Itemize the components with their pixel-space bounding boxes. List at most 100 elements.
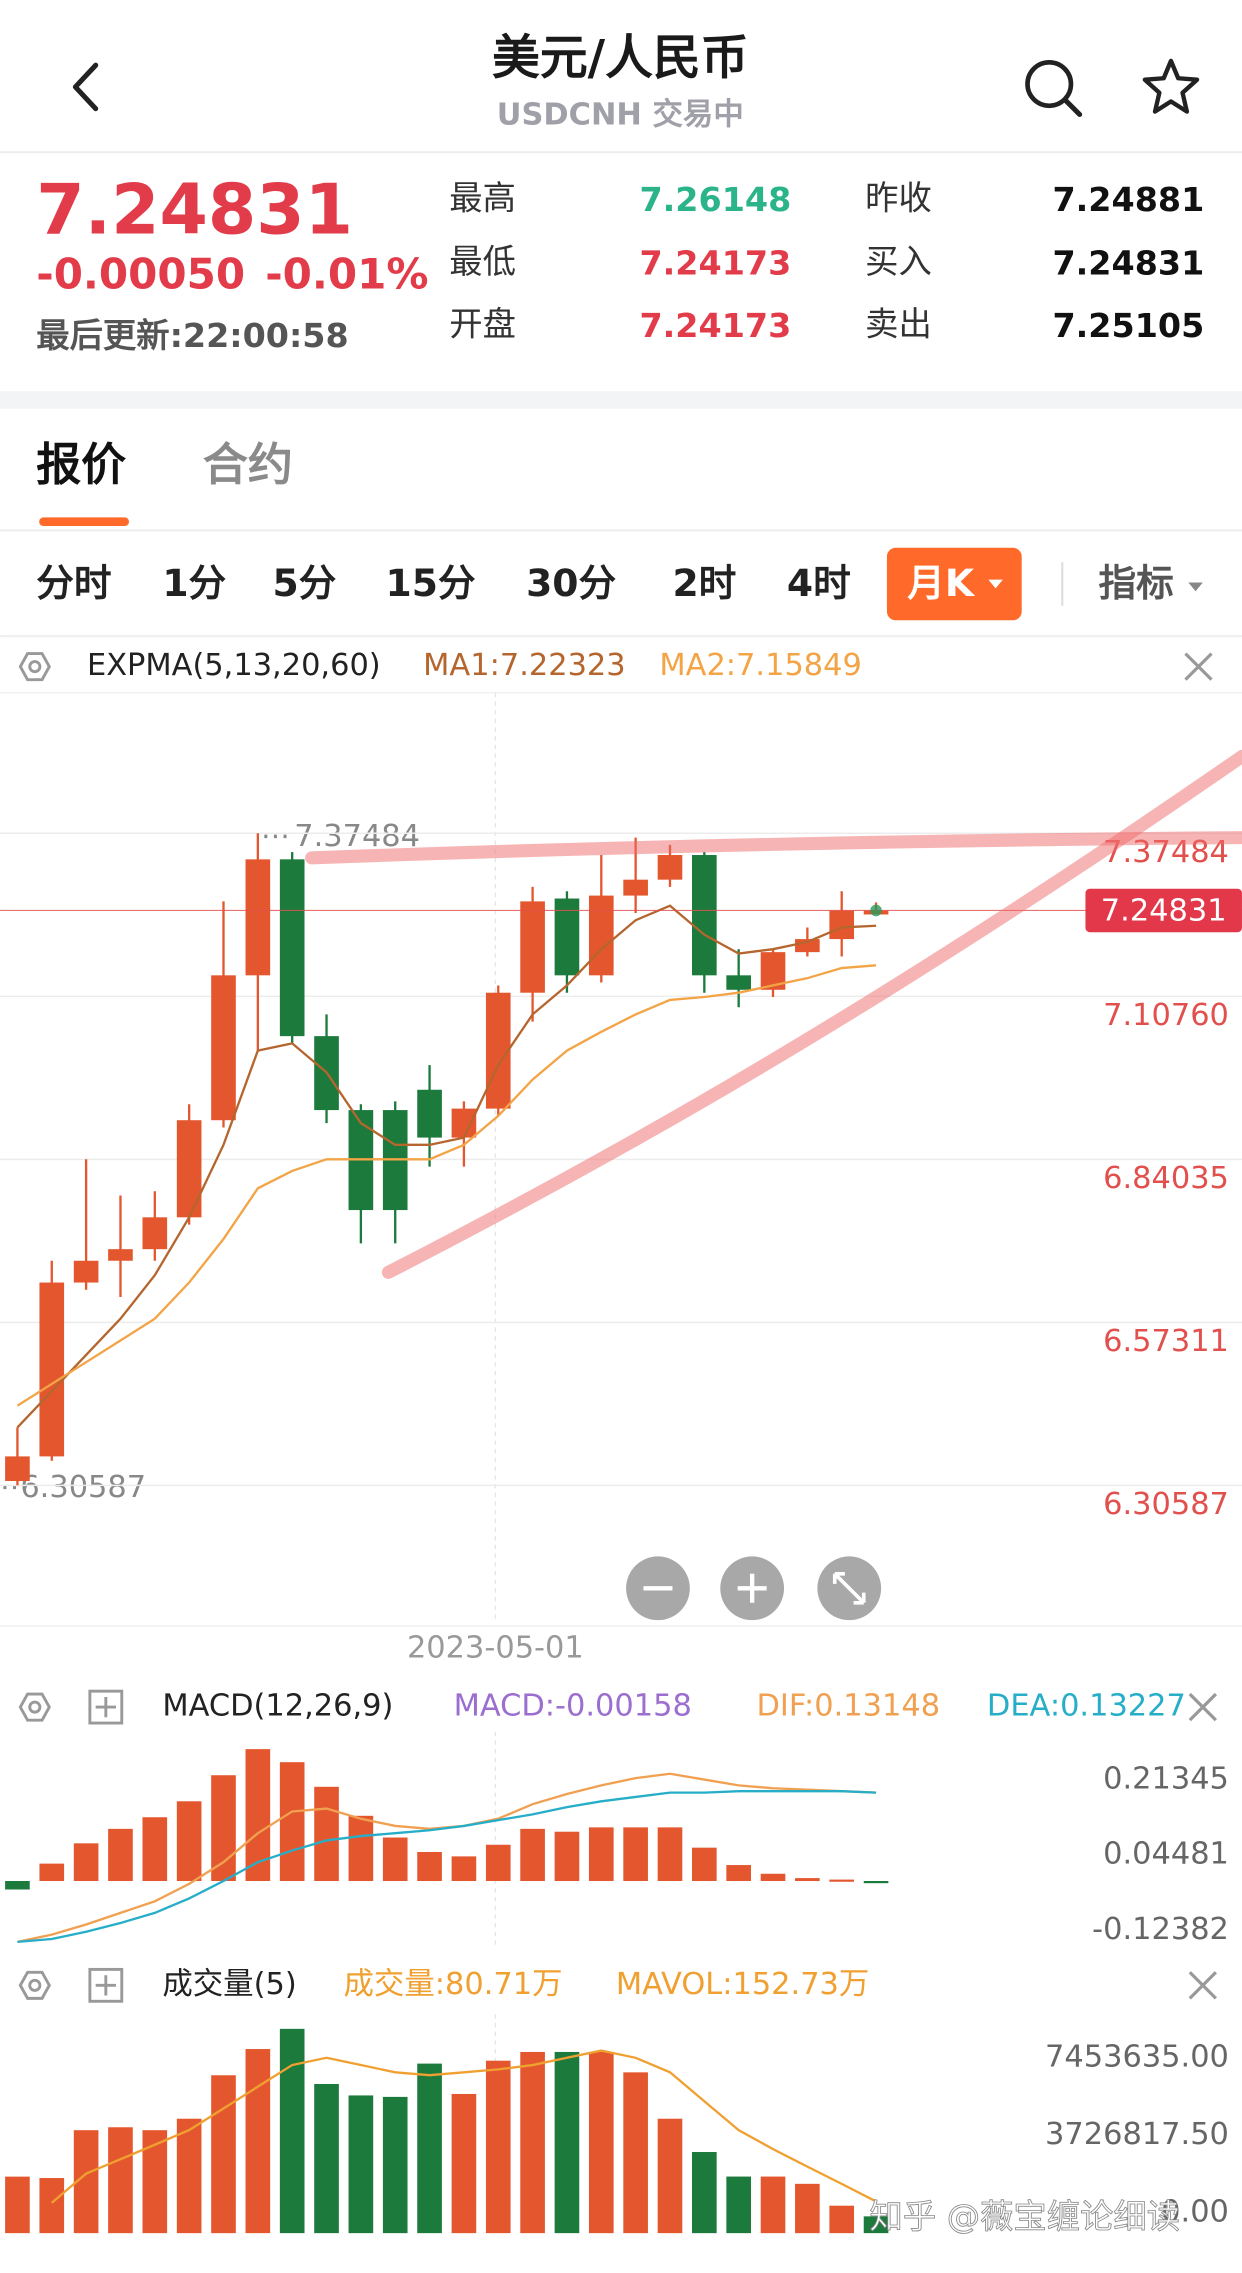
indicator-line — [17, 1789, 877, 1944]
low-annotation: 6.30587 — [20, 1470, 146, 1505]
stat-label: 昨收 — [865, 178, 932, 217]
candle-body — [829, 910, 855, 940]
close-button[interactable] — [1184, 652, 1213, 681]
volume-bar — [211, 2075, 236, 2234]
indicator-title: MACD(12,26,9) — [162, 1689, 393, 1724]
volume-bar — [5, 2176, 30, 2234]
volume-bar — [795, 2183, 820, 2234]
candle-body — [39, 1282, 65, 1457]
candle-body — [485, 992, 511, 1109]
candle-body — [73, 1260, 99, 1283]
legend-entry: 成交量:80.71万 — [343, 1967, 562, 2002]
search-icon — [1025, 59, 1074, 109]
zoom-in-icon — [737, 1573, 767, 1603]
period-selected[interactable] — [886, 547, 1022, 621]
back-button[interactable] — [72, 62, 99, 112]
dropdown-caret — [988, 579, 1003, 589]
stat-label: 卖出 — [865, 305, 932, 344]
settings-icon — [18, 1692, 51, 1722]
macd-bar — [142, 1817, 168, 1882]
period[interactable]: 2时 — [672, 561, 736, 605]
candle-body — [142, 1217, 168, 1250]
add-button[interactable] — [88, 1689, 124, 1725]
settings-icon — [28, 660, 42, 674]
stat-value: 7.26148 — [639, 180, 791, 219]
hand-drawn-line — [381, 749, 1242, 1279]
legend-entry: MA1:7.22323 — [423, 648, 625, 683]
volume-bar — [485, 2060, 511, 2234]
candle-body — [108, 1249, 133, 1261]
x-tick-label: 2023-05-01 — [407, 1631, 584, 1666]
volume-bar — [108, 2127, 133, 2234]
macd-bar — [176, 1801, 202, 1882]
add-icon — [95, 1975, 116, 1996]
settings-icon — [18, 652, 51, 682]
watermark: 知乎 @薇宝缠论细读 — [870, 2197, 1181, 2236]
y-tick-label: -0.12382 — [1092, 1912, 1229, 1947]
favorite-button[interactable] — [1142, 58, 1200, 114]
close-button[interactable] — [1188, 1971, 1218, 2000]
last-price-tag — [1085, 888, 1242, 933]
stat-label: 最高 — [449, 178, 516, 217]
period[interactable]: 分时 — [36, 561, 111, 605]
macd-bar — [314, 1786, 339, 1882]
macd-bar — [211, 1775, 236, 1882]
y-tick-label: 6.84035 — [1103, 1161, 1229, 1196]
close-button[interactable] — [1188, 1692, 1218, 1722]
y-tick-label: 7.10760 — [1103, 998, 1229, 1033]
macd-bar — [623, 1827, 648, 1882]
period[interactable]: 月K — [907, 561, 976, 605]
indicator-title: EXPMA(5,13,20,60) — [87, 648, 381, 683]
change: -0.00050 — [36, 249, 245, 298]
settings-icon — [28, 1978, 42, 1992]
hand-drawn-line — [305, 831, 1242, 865]
overlay: 知乎 @薇宝缠论细读 — [305, 749, 1242, 2237]
macd-bar — [554, 1831, 580, 1882]
period[interactable]: 30分 — [526, 561, 616, 605]
period[interactable]: 5分 — [272, 561, 336, 605]
indicator-line — [16, 964, 877, 1407]
macd-bar — [588, 1827, 614, 1882]
volume-bar — [692, 2152, 717, 2234]
stat-value: 7.24173 — [639, 306, 791, 345]
title: 美元/人民币 — [492, 31, 749, 86]
settings-icon[interactable] — [18, 1970, 51, 2000]
stat-value: 7.24173 — [639, 244, 791, 283]
volume-bar — [588, 2051, 614, 2234]
candle-body — [623, 879, 648, 896]
search-button[interactable] — [1025, 59, 1083, 118]
macd-bar — [726, 1865, 751, 1882]
stat-label: 最低 — [449, 242, 516, 281]
volume-bar — [520, 2051, 545, 2234]
update-time: 最后更新:22:00:58 — [36, 316, 348, 355]
settings-icon[interactable] — [18, 652, 51, 682]
candle-body — [657, 855, 683, 880]
volume-bar — [279, 2028, 305, 2234]
period[interactable]: 1分 — [162, 561, 226, 605]
price: 7.24831 — [36, 170, 353, 251]
tab[interactable]: 报价 — [36, 438, 126, 491]
stat-label: 买入 — [865, 242, 932, 281]
candle-body — [176, 1120, 202, 1218]
candle-body — [726, 975, 751, 990]
add-button[interactable] — [88, 1967, 124, 2003]
y-tick-label: 0.21345 — [1103, 1761, 1229, 1796]
period[interactable]: 15分 — [386, 561, 476, 605]
settings-icon — [18, 1970, 51, 2000]
period[interactable]: 4时 — [787, 561, 851, 605]
y-tick-label: 7453635.00 — [1045, 2039, 1229, 2074]
tab[interactable]: 合约 — [203, 438, 293, 491]
volume-bar — [245, 2049, 271, 2234]
macd-bar — [348, 1815, 374, 1882]
settings-icon[interactable] — [18, 1692, 51, 1722]
macd-bar — [73, 1843, 99, 1882]
macd-bar — [692, 1847, 717, 1882]
indicator-button[interactable]: 指标 — [1098, 561, 1173, 605]
fullscreen-icon — [832, 1571, 866, 1605]
macd-bar — [417, 1852, 442, 1882]
last-price-dot — [870, 904, 882, 917]
macd-bar — [108, 1828, 133, 1882]
add-icon — [88, 1689, 124, 1725]
